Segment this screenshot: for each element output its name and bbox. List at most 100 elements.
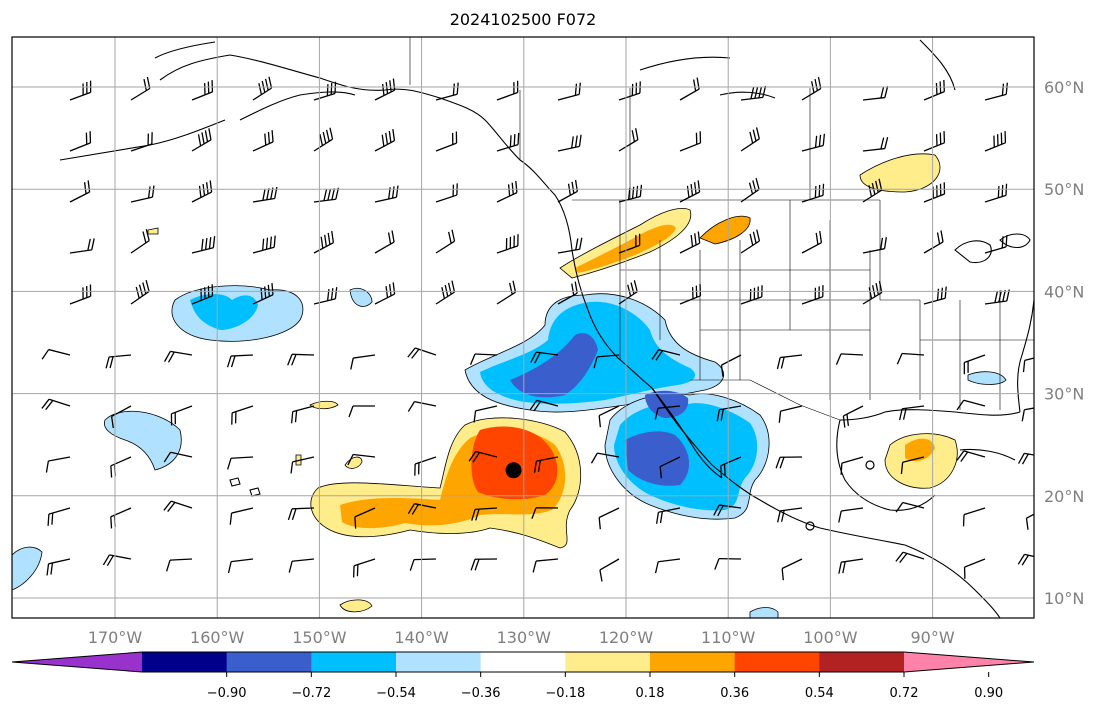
colorbar-tick-label: 0.72 bbox=[890, 686, 919, 701]
wind-barb bbox=[191, 128, 212, 152]
wind-barb bbox=[435, 229, 456, 254]
wind-barb bbox=[557, 237, 583, 254]
wind-barb bbox=[374, 230, 395, 254]
wind-barb bbox=[313, 187, 340, 203]
wind-barb bbox=[923, 286, 947, 305]
wind-barb bbox=[923, 131, 946, 152]
wind-barb bbox=[69, 284, 92, 305]
island-marker bbox=[805, 521, 815, 531]
colorbar-segment bbox=[819, 652, 905, 672]
longitude-label: 110°W bbox=[701, 628, 756, 647]
wind-barb bbox=[41, 398, 71, 411]
colorbar-segment bbox=[565, 652, 651, 672]
wind-barb bbox=[593, 354, 620, 369]
colorbar-labels: −0.90 −0.72 −0.54 −0.36 −0.18 0.18 0.36 0.54 0.7… bbox=[207, 672, 1003, 701]
wind-barb bbox=[618, 280, 638, 305]
wind-barb bbox=[170, 405, 193, 426]
wind-barb bbox=[862, 237, 887, 254]
wind-barb bbox=[900, 456, 925, 475]
wind-barb bbox=[313, 230, 335, 254]
wind-barb bbox=[47, 507, 71, 526]
wind-barb bbox=[740, 229, 761, 254]
wind-barb bbox=[350, 354, 376, 370]
wind-barb bbox=[962, 507, 986, 527]
colorbar-tick-label: −0.36 bbox=[461, 686, 501, 701]
wind-barb bbox=[842, 405, 864, 428]
colorbar-segment bbox=[226, 652, 312, 672]
colorbar-tick-label: −0.72 bbox=[291, 686, 331, 701]
longitude-label: 120°W bbox=[599, 628, 654, 647]
colorbar-segment bbox=[142, 652, 228, 672]
wind-barb bbox=[374, 129, 396, 152]
wind-barb bbox=[778, 405, 803, 423]
longitude-labels: 170°W 160°W 150°W 140°W 130°W 120°W 110°W 100°W… bbox=[88, 628, 955, 647]
wind-barb bbox=[838, 558, 864, 574]
wind-barb bbox=[1042, 233, 1070, 253]
wind-barb bbox=[313, 127, 334, 152]
wind-barb bbox=[409, 558, 437, 571]
wind-barb bbox=[313, 287, 338, 305]
wind-barb bbox=[252, 235, 276, 254]
wind-barb bbox=[1022, 354, 1034, 373]
wind-barb bbox=[923, 182, 946, 203]
colorbar-segment bbox=[650, 652, 736, 672]
wind-barb bbox=[714, 557, 742, 570]
wind-barb bbox=[720, 354, 742, 377]
wind-barb bbox=[963, 354, 986, 375]
wind-barb bbox=[130, 132, 153, 152]
colorbar-tick-label: 0.36 bbox=[720, 686, 749, 701]
colorbar-extend-low bbox=[12, 652, 142, 672]
wind-barb bbox=[290, 456, 315, 474]
wind-barb bbox=[835, 353, 864, 365]
wind-barb bbox=[679, 284, 702, 305]
wind-barb bbox=[532, 558, 559, 573]
wind-barb bbox=[740, 85, 767, 101]
wind-barb bbox=[557, 82, 581, 101]
wind-barb bbox=[496, 132, 520, 152]
wind-barb bbox=[679, 131, 702, 152]
latitude-label: 50°N bbox=[1044, 180, 1084, 199]
longitude-label: 140°W bbox=[394, 628, 449, 647]
wind-barb bbox=[713, 504, 742, 517]
wind-barb bbox=[776, 354, 803, 370]
colorbar-tick-label: 0.54 bbox=[805, 686, 834, 701]
wind-barb bbox=[41, 348, 71, 360]
wind-barb bbox=[102, 554, 132, 567]
latitude-label: 20°N bbox=[1044, 487, 1084, 506]
wind-barb bbox=[469, 353, 498, 366]
latitude-label: 30°N bbox=[1044, 385, 1084, 404]
wind-barb bbox=[895, 501, 925, 513]
latitude-labels: 60°N 50°N 40°N 30°N 20°N 10°N bbox=[1044, 78, 1084, 608]
gridlines bbox=[12, 37, 1034, 618]
wind-barb bbox=[407, 347, 437, 359]
wind-barb bbox=[313, 81, 337, 101]
wind-barb bbox=[801, 230, 823, 254]
wind-barb bbox=[740, 127, 760, 152]
wind-barb bbox=[471, 507, 498, 521]
wind-barb bbox=[720, 456, 742, 478]
wind-barb bbox=[598, 507, 620, 530]
wind-barb bbox=[46, 558, 71, 576]
colorbar-tick-label: −0.18 bbox=[545, 686, 585, 701]
wind-barb bbox=[618, 81, 641, 101]
wind-barb bbox=[288, 558, 315, 573]
wind-barb bbox=[956, 450, 986, 462]
wind-barb bbox=[659, 456, 681, 479]
wind-barb bbox=[191, 284, 214, 305]
wind-barb bbox=[470, 558, 498, 571]
wind-barb bbox=[252, 283, 274, 305]
wind-barb bbox=[775, 456, 803, 469]
center-marker bbox=[505, 462, 522, 479]
wind-barb bbox=[496, 180, 518, 203]
wind-barb bbox=[227, 456, 254, 470]
wind-barb bbox=[531, 507, 559, 519]
wind-barb bbox=[130, 229, 150, 254]
wind-barb bbox=[654, 405, 681, 420]
wind-barb bbox=[529, 399, 559, 412]
wind-barb bbox=[530, 351, 559, 364]
wind-barb bbox=[963, 558, 986, 579]
map-frame bbox=[11, 36, 1035, 619]
latitude-label: 10°N bbox=[1044, 589, 1084, 608]
wind-barb bbox=[69, 80, 92, 101]
